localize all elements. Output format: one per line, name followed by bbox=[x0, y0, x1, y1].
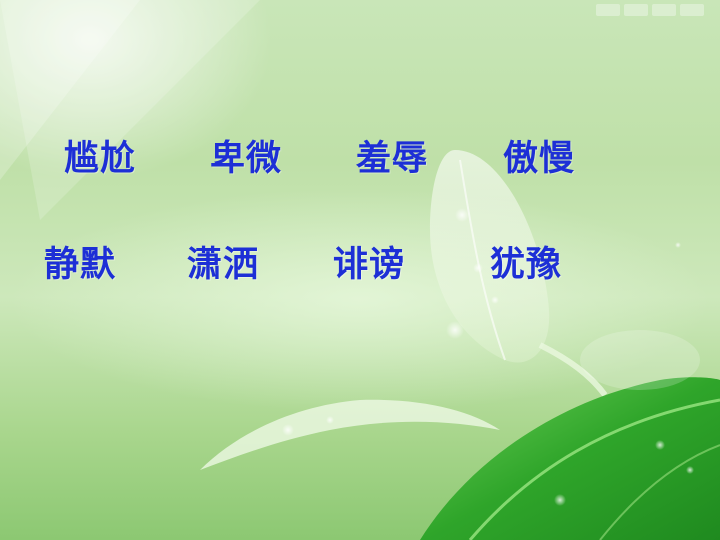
word-row2-1: 静默 bbox=[44, 245, 117, 285]
word-row2-4: 犹豫 bbox=[490, 245, 563, 285]
word-row1-4: 傲慢 bbox=[503, 139, 576, 179]
watermark-logo bbox=[596, 4, 704, 16]
word-row2-3: 诽谤 bbox=[333, 245, 406, 285]
word-row1-2: 卑微 bbox=[210, 139, 283, 179]
word-row1-1: 尴尬 bbox=[64, 139, 137, 179]
pale-leaf bbox=[430, 150, 550, 363]
word-row2-2: 潇洒 bbox=[187, 245, 260, 285]
word-row1-3: 羞辱 bbox=[356, 139, 429, 179]
green-leaf bbox=[420, 377, 720, 540]
pale-blade bbox=[200, 399, 500, 470]
